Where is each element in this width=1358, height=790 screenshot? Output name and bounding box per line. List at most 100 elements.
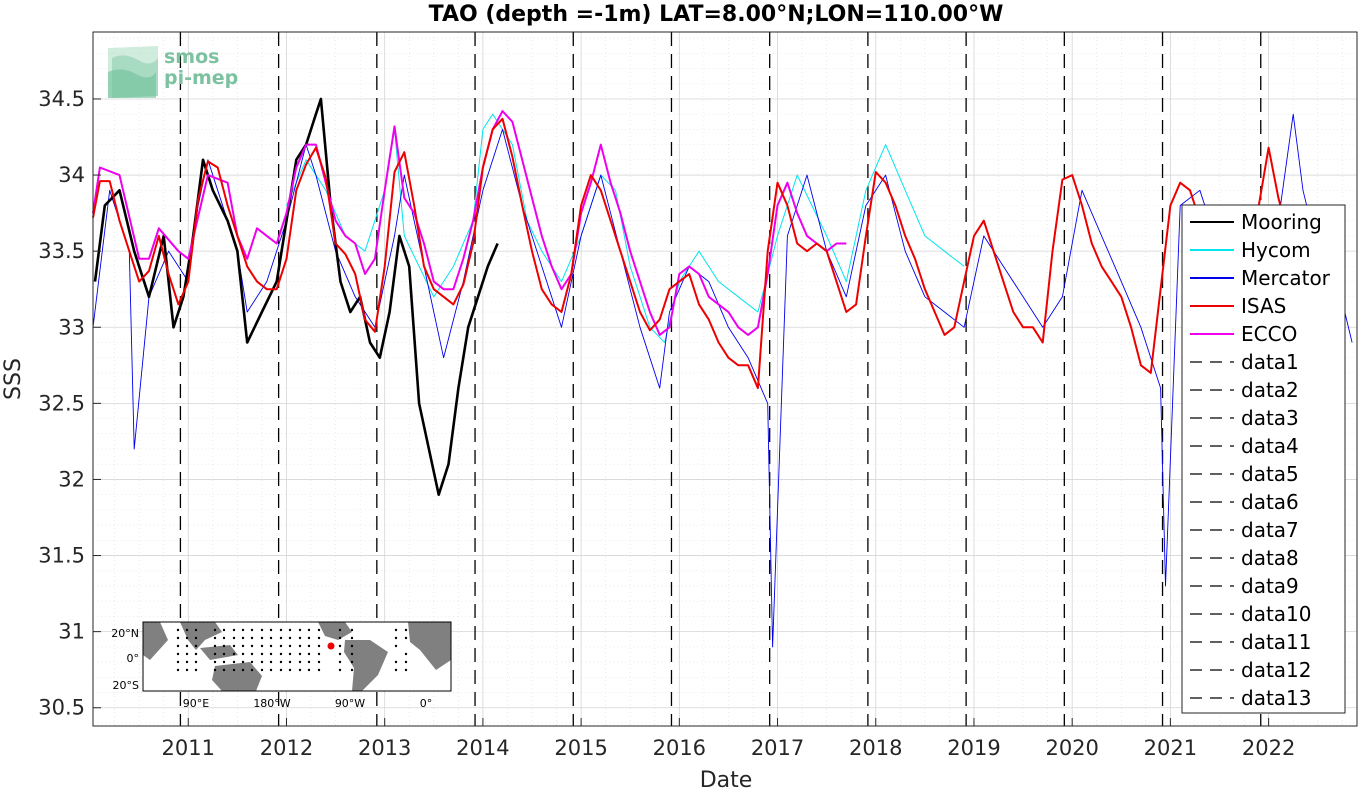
tick-layer: 30.5 31 31.5 32 32.5 33 33.5 34 34.5 2011 2012 2013… — [38, 87, 1295, 760]
inset-buoy-dot — [288, 628, 292, 632]
inset-buoy-dot — [194, 660, 198, 664]
inset-buoy-dot — [317, 644, 321, 648]
legend-label-data2: data2 — [1241, 378, 1299, 402]
plot-frame — [92, 31, 1358, 727]
inset-map: 20°N 0° 20°S 90°E 180°W 90°W 0° — [111, 621, 452, 710]
inset-buoy-dot — [307, 668, 311, 672]
inset-buoy-dot — [213, 636, 217, 640]
inset-buoy-dot — [279, 644, 283, 648]
inset-buoy-dot — [260, 636, 264, 640]
inset-buoy-dot — [307, 636, 311, 640]
vline-layer — [179, 32, 1262, 726]
inset-buoy-dot — [176, 636, 180, 640]
y-tick-label: 34.5 — [38, 87, 85, 111]
inset-buoy-dot — [250, 628, 254, 632]
inset-buoy-dot — [176, 628, 180, 632]
inset-buoy-dot — [317, 636, 321, 640]
inset-buoy-dot — [232, 628, 236, 632]
inset-buoy-dot — [185, 628, 189, 632]
inset-buoy-dot — [317, 660, 321, 664]
inset-land-west-africa — [408, 622, 451, 670]
inset-buoy-dot — [194, 628, 198, 632]
y-axis-title: SSS — [1, 358, 26, 400]
legend-label-data11: data11 — [1241, 630, 1312, 654]
inset-buoy-dot — [317, 668, 321, 672]
inset-buoy-dot — [260, 660, 264, 664]
inset-buoy-dot — [350, 668, 354, 672]
inset-buoy-dot — [307, 652, 311, 656]
legend-label-data9: data9 — [1241, 574, 1299, 598]
series-line-isas — [92, 117, 1309, 390]
inset-buoy-dot — [404, 660, 408, 664]
inset-land-asia — [180, 622, 222, 650]
inset-buoy-dot — [222, 660, 226, 664]
inset-buoy-dot — [213, 652, 217, 656]
x-tick-label: 2018 — [849, 736, 902, 760]
inset-buoy-dot — [307, 660, 311, 664]
inset-buoy-dot — [260, 652, 264, 656]
legend-label-data7: data7 — [1241, 518, 1299, 542]
inset-buoy-dot — [288, 668, 292, 672]
inset-buoy-dot — [394, 636, 398, 640]
inset-buoy-dot — [194, 644, 198, 648]
inset-lon-label-180w: 180°W — [253, 697, 290, 710]
inset-buoy-dot — [404, 652, 408, 656]
legend-label-hycom: Hycom — [1241, 238, 1311, 262]
inset-buoy-dot — [241, 636, 245, 640]
y-tick-label: 31 — [58, 620, 85, 644]
inset-buoy-dot — [350, 628, 354, 632]
inset-buoy-dot — [185, 668, 189, 672]
x-tick-label: 2017 — [751, 736, 804, 760]
inset-buoy-dot — [279, 636, 283, 640]
inset-buoy-dot — [185, 652, 189, 656]
logo-wave-icon — [108, 46, 158, 98]
inset-buoy-dot — [394, 668, 398, 672]
inset-buoy-dot — [269, 636, 273, 640]
inset-buoy-dot — [185, 636, 189, 640]
legend-label-data13: data13 — [1241, 686, 1312, 710]
inset-buoy-array — [176, 628, 408, 672]
inset-buoy-dot — [288, 660, 292, 664]
inset-buoy-dot — [298, 644, 302, 648]
y-tick-label: 33 — [58, 315, 85, 339]
inset-buoy-dot — [232, 652, 236, 656]
legend-label-data8: data8 — [1241, 546, 1299, 570]
legend-label-data10: data10 — [1241, 602, 1312, 626]
inset-buoy-dot — [213, 628, 217, 632]
inset-buoy-dot — [307, 644, 311, 648]
inset-buoy-dot — [394, 628, 398, 632]
inset-buoy-dot — [288, 644, 292, 648]
inset-buoy-dot — [394, 644, 398, 648]
y-tick-label: 32 — [58, 467, 85, 491]
inset-buoy-dot — [185, 660, 189, 664]
legend: Mooring Hycom Mercator ISAS ECCO data1 data2 da… — [1181, 204, 1346, 714]
inset-land-central-america — [318, 622, 352, 640]
inset-buoy-dot — [260, 644, 264, 648]
y-tick-label: 32.5 — [38, 391, 85, 415]
y-tick-label: 30.5 — [38, 696, 85, 720]
inset-buoy-dot — [288, 652, 292, 656]
legend-label-data4: data4 — [1241, 434, 1299, 458]
inset-buoy-dot — [176, 652, 180, 656]
inset-buoy-dot — [298, 668, 302, 672]
inset-buoy-dot — [194, 636, 198, 640]
inset-lat-label-20s: 20°S — [113, 679, 139, 692]
inset-buoy-dot — [298, 628, 302, 632]
inset-buoy-dot — [241, 660, 245, 664]
y-tick-label: 34 — [58, 163, 85, 187]
inset-buoy-dot — [250, 668, 254, 672]
inset-buoy-dot — [350, 652, 354, 656]
inset-buoy-dot — [338, 644, 342, 648]
inset-buoy-dot — [404, 628, 408, 632]
inset-buoy-dot — [222, 668, 226, 672]
grid-layer — [93, 32, 1357, 726]
inset-buoy-dot — [260, 668, 264, 672]
smos-pimep-logo: smos pi-mep — [108, 46, 238, 98]
y-tick-label: 31.5 — [38, 544, 85, 568]
inset-lon-label-90e: 90°E — [183, 697, 209, 710]
legend-box — [1181, 204, 1346, 714]
inset-buoy-dot — [338, 668, 342, 672]
inset-lat-label-0: 0° — [127, 652, 140, 665]
inset-buoy-dot — [394, 660, 398, 664]
